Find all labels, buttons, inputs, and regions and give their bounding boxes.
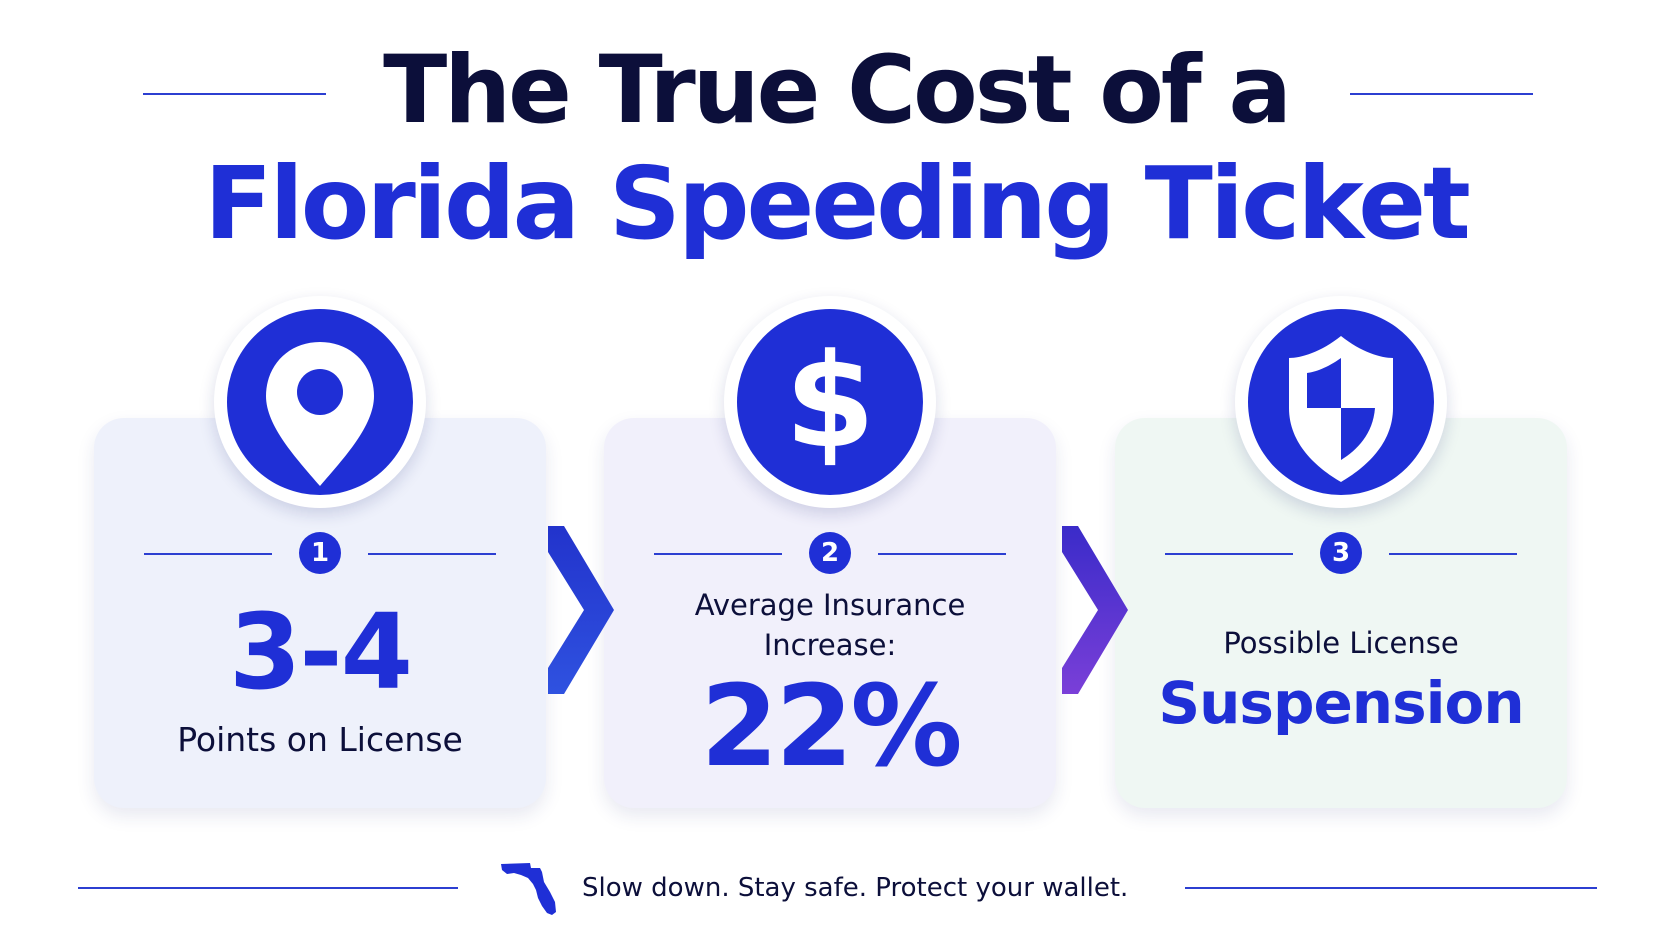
map-pin-icon-badge [214,296,426,508]
points-value: 3-4 [229,591,413,713]
step-number-badge: 3 [1320,532,1362,574]
chevron-right-icon [548,526,614,694]
dollar-sign-icon: $ [785,325,875,477]
points-label: Points on License [177,720,463,759]
footer-tagline: Slow down. Stay safe. Protect your walle… [582,873,1129,903]
suspension-value: Suspension [1158,669,1524,737]
step-number-badge: 2 [809,532,851,574]
header-rule-left [143,93,326,95]
title-line-2: Florida Speeding Ticket [204,145,1471,262]
step-number-row-2: 2 [604,532,1056,576]
footer-rule-right [1185,887,1597,889]
header-rule-right [1350,93,1533,95]
insurance-value: 22% [700,662,962,792]
step-number-row-1: 1 [94,532,546,576]
florida-state-icon [501,863,556,915]
dollar-icon-badge: $ [724,296,936,508]
footer-rule-left [78,887,458,889]
shield-icon [1289,336,1393,482]
step-number-row-3: 3 [1115,532,1567,576]
shield-icon-badge [1235,296,1447,508]
map-pin-icon [266,342,374,486]
svg-text:$: $ [785,325,875,477]
chevron-right-icon [1062,526,1128,694]
suspension-caption: Possible License [1223,626,1459,660]
title-line-1: The True Cost of a [383,36,1292,145]
step-number-badge: 1 [299,532,341,574]
insurance-caption-line-1: Average Insurance [694,588,966,622]
insurance-caption-line-2: Increase: [763,628,897,662]
